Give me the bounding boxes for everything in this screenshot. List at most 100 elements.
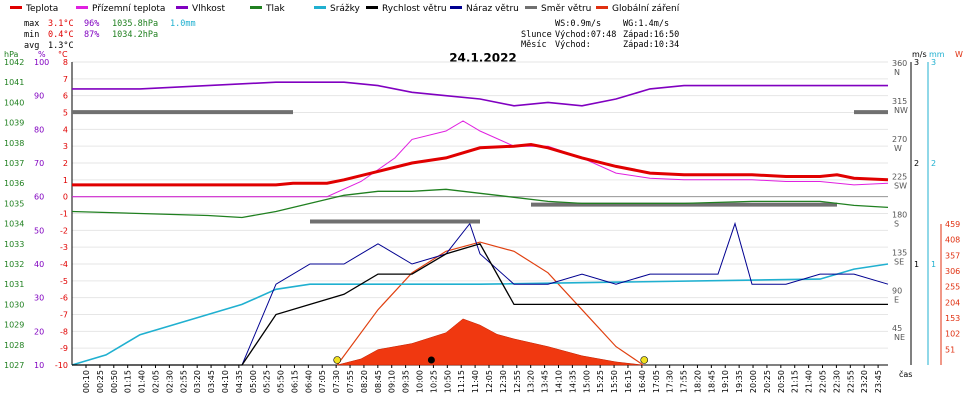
tick-dir-deg: 360 [892,59,907,68]
tick-humidity: 40 [34,260,44,269]
tick-dir-name: SW [894,182,907,191]
x-tick-label: 02:05 [151,370,160,393]
tick-radiation: 204 [945,298,960,307]
tick-wind-speed: 3 [914,58,919,67]
tick-temp: -10 [55,361,68,370]
x-tick-label: 20:25 [763,370,772,393]
sun-label: Slunce [521,30,552,40]
stat-min-label: min [24,30,39,40]
unit-ms: m/s [912,50,927,59]
x-tick-label: 04:35 [235,370,244,393]
x-tick-label: 08:20 [360,370,369,393]
tick-radiation: 255 [945,283,960,292]
series-layer [71,81,889,366]
x-tick-label: 20:50 [777,370,786,393]
tick-temp: -3 [60,243,68,252]
legend-swatch [596,6,608,9]
legend-swatch [450,6,462,9]
stat-avg-label: avg [24,41,39,51]
x-tick-label: 00:25 [96,370,105,393]
tick-humidity: 30 [34,294,44,303]
unit-cas: čas [899,369,912,379]
tick-pressure: 1034 [4,220,24,229]
x-tick-label: 19:10 [721,370,730,393]
x-tick-label: 04:10 [221,370,230,393]
tick-rain: 1 [931,260,936,269]
x-tick-label: 22:05 [819,370,828,393]
x-tick-label: 03:45 [207,370,216,393]
x-tick-label: 17:05 [652,370,661,393]
tick-pressure: 1027 [4,361,24,370]
legend-label: Náraz větru [466,4,519,14]
x-tick-label: 23:45 [874,370,883,393]
tick-pressure: 1036 [4,179,24,188]
tick-radiation: 357 [945,251,960,260]
moon-set: Západ:10:34 [623,40,679,50]
x-tick-label: 07:55 [346,370,355,393]
tick-pressure: 1042 [4,58,24,67]
tick-radiation: 306 [945,267,960,276]
x-tick-label: 05:50 [277,370,286,393]
tick-dir-deg: 45 [892,324,902,333]
tick-pressure: 1031 [4,280,24,289]
chart-title: 24.1.2022 [449,51,517,65]
x-tick-label: 16:40 [638,370,647,393]
series-humidity [72,81,888,107]
legend-swatch [76,6,88,9]
tick-pressure: 1039 [4,119,24,128]
sun-set: Západ:16:50 [623,30,679,40]
x-tick-label: 15:50 [610,370,619,393]
wind-wg: WG:1.4m/s [623,19,669,29]
tick-temp: -6 [60,294,68,303]
unit-mm: mm [929,50,945,59]
x-tick-label: 11:40 [471,370,480,393]
tick-radiation: 153 [945,314,960,323]
tick-temp: -7 [60,311,68,320]
sunset-marker [640,356,649,364]
sun-rise: Východ:07:48 [555,30,616,40]
legend-swatch [10,6,22,9]
x-tick-label: 12:30 [499,370,508,393]
legend-swatch [366,6,378,9]
tick-pressure: 1037 [4,159,24,168]
tick-pressure: 1038 [4,139,24,148]
tick-pressure: 1041 [4,78,24,87]
unit-hpa: hPa [4,50,19,59]
x-tick-label: 01:15 [124,370,133,393]
tick-temp: 7 [63,75,68,84]
tick-dir-name: E [894,295,899,304]
unit-pct: % [38,50,46,59]
tick-wind-speed: 2 [914,159,919,168]
series-pressure [71,188,889,219]
tick-radiation: 51 [945,345,955,354]
tick-temp: -9 [60,344,68,353]
x-tick-label: 10:25 [429,370,438,393]
tick-pressure: 1035 [4,199,24,208]
tick-pressure: 1040 [4,98,24,107]
x-tick-label: 14:35 [568,370,577,393]
tick-dir-deg: 180 [892,211,907,220]
moon-label: Měsíc [521,40,547,50]
x-tick-label: 13:45 [541,370,550,393]
x-axis-ticks: 00:10 00:25 00:50 01:15 01:40 02:05 02:30 02:55… [82,365,883,393]
tick-dir-name: SE [894,257,904,266]
tick-humidity: 20 [34,327,44,336]
x-tick-label: 01:40 [138,370,147,393]
series-radiation [337,318,644,366]
x-tick-label: 07:30 [332,370,341,393]
x-tick-label: 10:00 [416,370,425,393]
tick-temp: -1 [60,210,68,219]
x-tick-label: 23:20 [860,370,869,393]
moon-rise: Východ: [555,40,591,50]
sunrise-marker [333,356,342,364]
legend-label: Teplota [25,4,58,14]
x-tick-label: 10:50 [443,370,452,393]
x-tick-label: 12:55 [513,370,522,393]
x-tick-label: 12:05 [485,370,494,393]
tick-temp: -8 [60,327,68,336]
grid [72,61,888,366]
tick-temp: -2 [60,226,68,235]
stat-max-temp: 3.1°C [48,19,74,29]
tick-dir-deg: 90 [892,286,902,295]
stat-min-hum: 87% [84,30,99,40]
